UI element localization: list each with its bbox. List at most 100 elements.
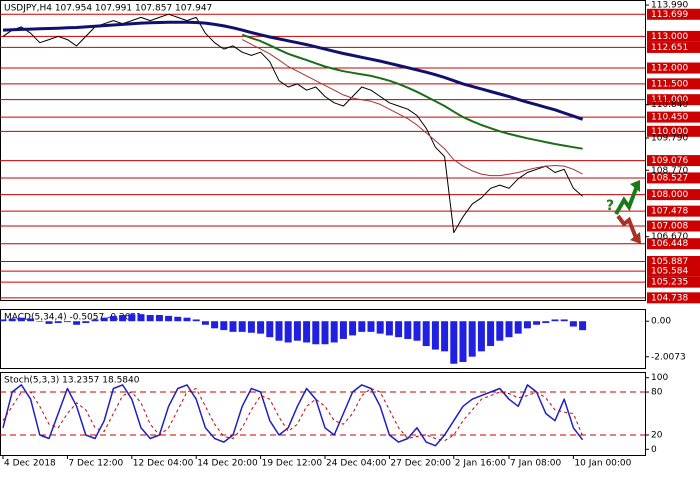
panel-frame: [0, 372, 646, 456]
signal-arrows: ?: [606, 180, 641, 244]
y-tick-label: 80: [651, 388, 663, 398]
macd-bar: [174, 316, 182, 322]
y-tick-label: 109.790: [651, 133, 688, 143]
series-line: [241, 39, 583, 177]
level-label-box: [647, 155, 700, 167]
level-label: 104.738: [651, 293, 688, 303]
macd-bar: [211, 321, 219, 329]
level-label-box: [647, 172, 700, 184]
x-tick-label: 19 Dec 12:00: [262, 459, 323, 469]
level-label: 105.584: [651, 267, 688, 277]
y-tick-label: 100: [651, 373, 668, 383]
y-tick-label: 20: [651, 430, 663, 440]
level-label: 105.887: [651, 257, 688, 267]
level-label-box: [647, 78, 700, 90]
x-tick-label: 2 Jan 16:00: [455, 459, 507, 469]
macd-bar: [514, 321, 522, 334]
macd-bar: [266, 321, 274, 338]
x-tick-label: 10 Jan 00:00: [574, 459, 631, 469]
macd-bar: [73, 321, 81, 325]
macd-bar: [284, 321, 292, 343]
level-label-box: [647, 255, 700, 267]
macd-bar: [27, 318, 35, 322]
level-label-box: [647, 205, 700, 217]
macd-bar: [376, 321, 384, 334]
y-tick-label: -2.0073: [651, 352, 686, 362]
level-label-box: [647, 265, 700, 277]
macd-bar: [8, 318, 16, 322]
panel-title: MACD(5,34,4) -0.5057 -0.3651: [4, 313, 142, 323]
question-mark: ?: [606, 198, 614, 214]
panel-title: USDJPY,H4 107.954 107.991 107.857 107.94…: [4, 4, 212, 14]
y-tick-label: 113.990: [651, 1, 688, 11]
macd-bar: [358, 321, 366, 332]
macd-bar: [551, 319, 559, 322]
level-label: 111.500: [651, 79, 688, 89]
macd-bar: [229, 321, 237, 332]
macd-bar: [542, 321, 550, 323]
level-label-box: [647, 41, 700, 53]
macd-bar: [523, 321, 531, 329]
macd-bar: [487, 321, 495, 347]
macd-bar: [119, 315, 127, 322]
up-arrow: [614, 185, 639, 215]
level-label: 111.000: [651, 95, 688, 105]
down-arrow: [616, 214, 638, 239]
level-label-box: [647, 125, 700, 137]
macd-bar: [192, 319, 200, 322]
macd-bar: [275, 321, 283, 341]
level-label: 105.235: [651, 278, 688, 288]
macd-bar: [441, 321, 449, 352]
level-label-box: [647, 62, 700, 74]
macd-bar: [367, 321, 375, 332]
y-tick-label: 0.00: [651, 317, 671, 327]
y-tick-label: 110.840: [651, 100, 688, 110]
level-label: 107.478: [651, 207, 688, 217]
panel-frame: [0, 309, 646, 369]
macd-bar: [128, 314, 136, 322]
macd-bar: [330, 321, 338, 343]
macd-bar: [36, 321, 44, 322]
macd-bar: [339, 321, 347, 339]
level-label: 113.000: [651, 32, 688, 42]
macd-bar: [63, 321, 71, 323]
level-label: 108.527: [651, 173, 688, 183]
macd-bar: [496, 321, 504, 341]
macd-bar: [395, 321, 403, 338]
macd-bar: [257, 321, 265, 334]
macd-bar: [413, 321, 421, 341]
macd-bar: [450, 321, 458, 364]
level-label: 112.000: [651, 64, 688, 74]
macd-bar: [385, 321, 393, 336]
macd-bar: [533, 321, 541, 325]
level-label: 110.000: [651, 127, 688, 137]
y-tick-label: 0: [651, 445, 657, 455]
macd-bar: [137, 314, 145, 322]
macd-bar: [220, 321, 228, 331]
macd-bar: [17, 317, 25, 322]
level-label-box: [647, 8, 700, 20]
macd-bar: [579, 321, 587, 331]
panel-frame: [0, 0, 646, 301]
level-label: 109.076: [651, 156, 688, 166]
x-tick-label: 14 Dec 20:00: [197, 459, 258, 469]
level-label: 113.699: [651, 10, 688, 20]
macd-bar: [569, 321, 577, 327]
x-tick-label: 4 Dec 2018: [4, 459, 56, 469]
macd-bar: [477, 321, 485, 352]
x-tick-label: 7 Jan 08:00: [510, 459, 562, 469]
x-tick-label: 7 Dec 12:00: [68, 459, 123, 469]
macd-bar: [146, 315, 154, 322]
macd-bar: [238, 321, 246, 332]
level-label-box: [647, 111, 700, 123]
macd-bar: [505, 321, 513, 338]
macd-bar: [349, 321, 357, 336]
macd-bar: [293, 321, 301, 341]
down-arrowhead: [630, 232, 641, 244]
macd-bar: [303, 321, 311, 343]
level-label: 110.450: [651, 113, 688, 123]
macd-bar: [0, 319, 7, 322]
macd-bar: [201, 321, 209, 325]
